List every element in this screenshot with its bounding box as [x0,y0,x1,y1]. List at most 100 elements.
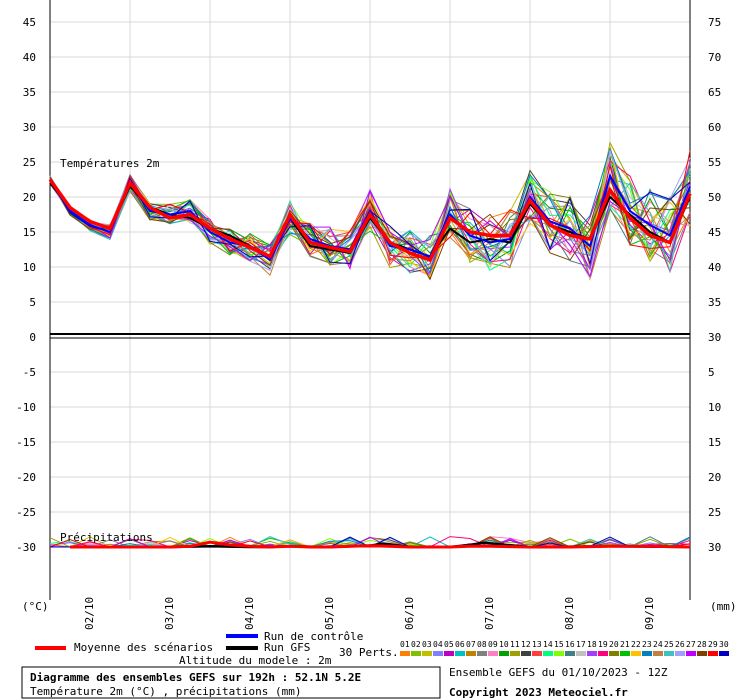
left-tick-label: 45 [23,16,36,29]
right-tick-label: 20 [708,471,721,484]
perturbation-swatch [686,651,696,656]
perturbation-swatch [653,651,663,656]
left-tick-label: -5 [23,366,36,379]
perturbation-id: 04 [433,640,443,649]
x-tick-label: 08/10 [563,597,576,630]
perturbation-swatch [598,651,608,656]
perturbation-id: 25 [664,640,674,649]
perturbation-id: 27 [686,640,696,649]
perturbation-swatch [466,651,476,656]
right-tick-label: 5 [708,366,715,379]
perturbation-swatch [631,651,641,656]
left-tick-label: 0 [29,331,36,344]
perturbation-swatch [565,651,575,656]
perturbation-id: 20 [609,640,619,649]
perturbation-id: 13 [532,640,542,649]
right-tick-label: 70 [708,51,721,64]
perturbation-id: 29 [708,640,718,649]
left-tick-label: -15 [16,436,36,449]
left-tick-label: 5 [29,296,36,309]
perturbation-id: 01 [400,640,410,649]
main-series [48,173,692,549]
right-tick-label: 10 [708,401,721,414]
footer-title: Diagramme des ensembles GEFS sur 192h : … [30,671,361,684]
left-tick-label: -30 [16,541,36,554]
perturbation-swatch [499,651,509,656]
perturbation-swatch [532,651,542,656]
perturbation-swatch [433,651,443,656]
legend-altitude-label: Altitude du modele : 2m [179,654,332,667]
right-unit-label: (mm) [710,600,737,613]
x-tick-label: 07/10 [483,597,496,630]
perturbation-id: 07 [466,640,476,649]
temperature-panel-label: Températures 2m [60,157,160,170]
right-tick-label: 65 [708,86,721,99]
right-tick-label: 30 [708,541,721,554]
left-tick-label: -20 [16,471,36,484]
perturbation-swatch [576,651,586,656]
x-tick-label: 06/10 [403,597,416,630]
perturbation-swatch [554,651,564,656]
perturbation-id: 03 [422,640,432,649]
right-tick-label: 75 [708,16,721,29]
right-tick-label: 55 [708,156,721,169]
precipitation-panel-label: Précipitations [60,531,153,544]
perturbation-id: 10 [499,640,509,649]
perturbation-id: 24 [653,640,663,649]
x-axis-ticks: 02/10 03/10 04/10 05/10 06/10 07/10 08/10 09/10 [83,597,656,630]
perturbation-swatch [609,651,619,656]
right-tick-label: 50 [708,191,721,204]
perturbations-label: 30 Perts. [339,646,399,659]
x-tick-label: 02/10 [83,597,96,630]
legend-control-label: Run de contrôle [264,630,363,643]
left-axis-ticks: 0 5 10 15 20 25 30 35 40 45 -30 -25 -20 -15 -10 -5 [16,16,36,554]
perturbation-id: 28 [697,640,707,649]
perturbation-id: 17 [576,640,586,649]
right-tick-label: 30 [708,331,721,344]
left-tick-label: 40 [23,51,36,64]
legend: Moyenne des scénarios Run de contrôle Ru… [35,630,729,667]
left-unit-label: (°C) [22,600,49,613]
left-tick-label: 10 [23,261,36,274]
perturbation-id: 15 [554,640,564,649]
perturbation-swatch [642,651,652,656]
x-tick-label: 03/10 [163,597,176,630]
perturbation-swatch [664,651,674,656]
perturbation-swatch [543,651,553,656]
perturbation-swatch [444,651,454,656]
perturbation-id: 26 [675,640,685,649]
perturbation-swatch [422,651,432,656]
left-tick-label: 15 [23,226,36,239]
perturbation-swatch [697,651,707,656]
perturbation-id: 11 [510,640,520,649]
legend-mean-label: Moyenne des scénarios [74,641,213,654]
perturbation-swatch [488,651,498,656]
x-tick-label: 05/10 [323,597,336,630]
perturbation-id: 22 [631,640,641,649]
x-tick-label: 04/10 [243,597,256,630]
footer-run: Ensemble GEFS du 01/10/2023 - 12Z [449,666,668,679]
right-tick-label: 25 [708,506,721,519]
perturbation-id: 09 [488,640,498,649]
perturbation-swatch [521,651,531,656]
perturbation-id: 19 [598,640,608,649]
perturbation-id: 23 [642,640,652,649]
perturbation-id: 14 [543,640,553,649]
right-axis-ticks: 30 35 40 45 50 55 60 65 70 75 30 25 20 15 10 5 [708,16,721,554]
perturbation-swatch [719,651,729,656]
left-tick-label: 35 [23,86,36,99]
mean-temperature-line [48,178,692,263]
left-tick-label: 20 [23,191,36,204]
legend-gfs-label: Run GFS [264,641,310,654]
right-tick-label: 40 [708,261,721,274]
right-tick-label: 15 [708,436,721,449]
footer-copyright: Copyright 2023 Meteociel.fr [449,686,628,699]
perturbation-id: 12 [521,640,531,649]
perturbation-id: 30 [719,640,729,649]
perturbation-id: 06 [455,640,465,649]
perturbation-swatch [455,651,465,656]
perturbation-legend: 01 02 03 04 05 06 07 08 09 10 11 12 13 14 15 16 17 18 19 20… [400,640,729,656]
right-tick-label: 35 [708,296,721,309]
perturbation-swatch [587,651,597,656]
